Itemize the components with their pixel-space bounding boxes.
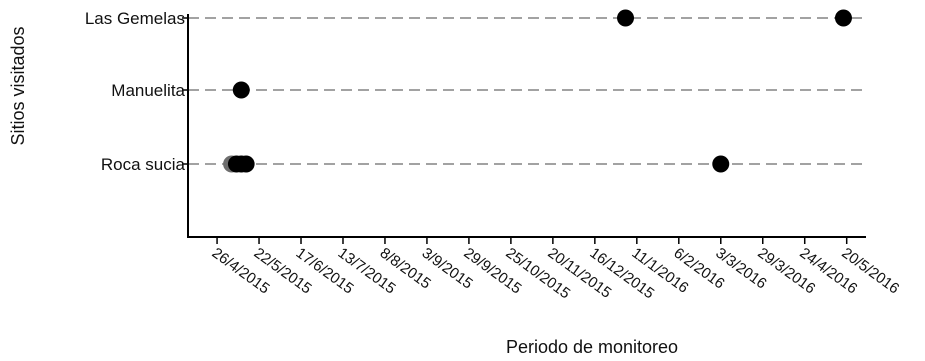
- y-tick-label: Manuelita: [111, 81, 185, 100]
- y-tick-label: Las Gemelas: [85, 9, 185, 28]
- data-point: [617, 9, 635, 27]
- data-point: [712, 155, 730, 173]
- y-tick-label: Roca sucia: [101, 155, 186, 174]
- data-point: [232, 81, 250, 99]
- y-axis-title: Sitios visitados: [8, 26, 28, 145]
- x-ticks: 26/4/201522/5/201517/6/201513/7/20158/8/…: [209, 237, 902, 302]
- data-point: [834, 9, 852, 27]
- x-axis-title: Periodo de monitoreo: [506, 337, 678, 357]
- y-ticks: Las Gemelas Manuelita Roca sucia: [85, 9, 188, 174]
- axes: [187, 14, 866, 238]
- grid-lines: [188, 17, 866, 165]
- data-points: [223, 9, 852, 173]
- data-point: [237, 155, 255, 173]
